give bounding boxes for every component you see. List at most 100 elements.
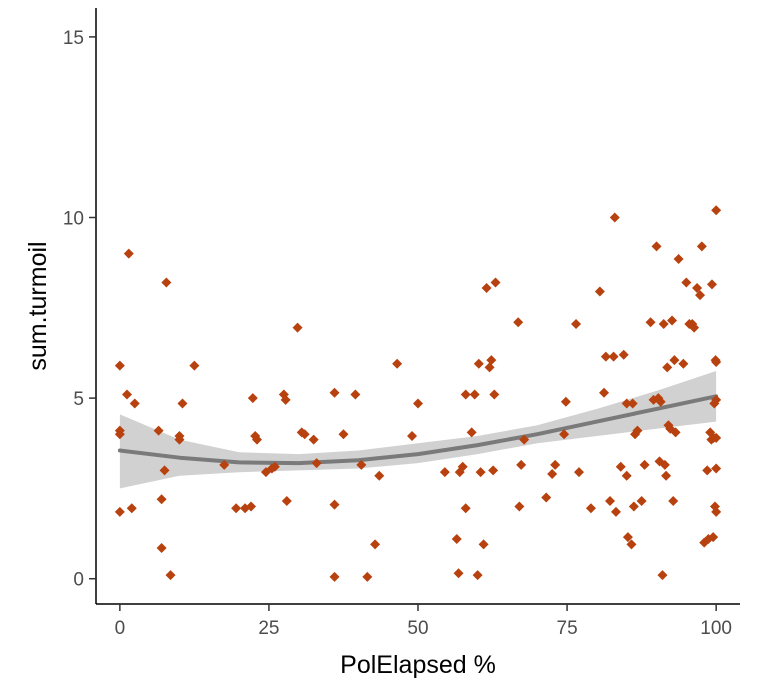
data-point (668, 496, 679, 507)
data-point (486, 355, 497, 366)
data-point (559, 429, 570, 440)
data-point (413, 398, 423, 409)
data-point (622, 532, 633, 543)
data-point (453, 568, 464, 579)
x-tick-label: 75 (557, 618, 578, 639)
data-point (165, 570, 176, 581)
data-point (516, 459, 527, 470)
data-point (308, 434, 319, 445)
data-point (478, 539, 489, 550)
data-point (114, 506, 125, 517)
data-point (618, 349, 629, 360)
data-point (159, 465, 170, 476)
data-point (490, 277, 501, 288)
data-point (481, 282, 492, 293)
data-point (662, 362, 673, 373)
data-point (189, 360, 200, 371)
data-point (451, 533, 462, 544)
data-point (547, 468, 558, 479)
smooth-line-layer (117, 394, 719, 466)
data-point (153, 425, 164, 436)
x-axis-title: PolElapsed % (340, 651, 496, 679)
data-point (689, 322, 700, 333)
data-point (692, 282, 703, 293)
data-point (659, 459, 670, 470)
y-tick-label: 5 (73, 389, 84, 410)
data-point (292, 322, 303, 333)
data-point (627, 398, 638, 409)
data-point (281, 496, 292, 507)
data-point (541, 492, 552, 503)
data-point (269, 461, 280, 472)
data-point (550, 459, 561, 470)
data-point (661, 470, 672, 481)
data-point (605, 496, 616, 507)
data-point (466, 427, 477, 438)
data-point (407, 431, 418, 442)
data-point (667, 315, 678, 326)
data-point (651, 241, 662, 252)
data-point (632, 425, 643, 436)
data-point (711, 506, 722, 517)
data-point (645, 317, 656, 328)
data-point (114, 360, 125, 371)
data-point (122, 389, 133, 400)
data-point (610, 506, 621, 517)
data-point (246, 501, 257, 512)
data-point (695, 290, 706, 301)
data-point (484, 362, 495, 373)
data-point (615, 461, 626, 472)
data-point (280, 394, 291, 405)
data-point (513, 317, 524, 328)
data-point (329, 387, 340, 398)
data-point (655, 396, 666, 407)
data-point (599, 387, 610, 398)
data-point (621, 470, 632, 481)
axes (95, 8, 740, 605)
data-point (370, 539, 381, 550)
data-point (594, 286, 605, 297)
data-point (174, 434, 185, 445)
data-point (678, 358, 689, 369)
data-point (114, 425, 125, 436)
data-point (129, 398, 140, 409)
data-point (639, 459, 650, 470)
data-point (626, 539, 637, 550)
data-point (219, 459, 230, 470)
y-tick-label: 10 (63, 209, 84, 230)
data-point (177, 398, 188, 409)
data-point (439, 467, 450, 478)
data-point (473, 358, 484, 369)
data-point (574, 467, 584, 478)
data-point (711, 356, 722, 367)
x-tick-label: 50 (407, 618, 428, 639)
data-point (362, 571, 373, 582)
confidence-band (119, 371, 717, 489)
data-point (609, 212, 620, 223)
data-point (608, 351, 619, 362)
smooth-line (117, 394, 719, 466)
data-point (123, 248, 134, 259)
data-point (628, 501, 639, 512)
data-point (657, 570, 668, 581)
y-axis-title: sum.turmoil (24, 241, 52, 370)
data-point (156, 494, 167, 505)
data-point (350, 389, 361, 400)
data-point (636, 496, 647, 507)
data-point (711, 205, 722, 216)
data-point (711, 463, 722, 474)
data-point (658, 319, 669, 330)
data-point (600, 351, 611, 362)
data-points-layer (114, 205, 722, 582)
data-point (702, 465, 713, 476)
x-tick-label: 0 (115, 618, 126, 639)
confidence-band-layer (119, 371, 717, 489)
y-tick-label: 0 (73, 570, 84, 591)
data-point (696, 241, 707, 252)
data-point (514, 501, 525, 512)
data-point (374, 470, 385, 481)
data-point (475, 467, 486, 478)
data-point (711, 394, 722, 405)
data-point (670, 427, 681, 438)
